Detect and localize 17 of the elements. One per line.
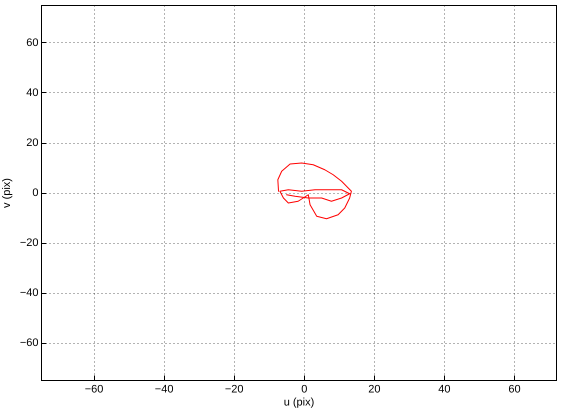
- x-tick-label: −60: [84, 384, 104, 396]
- x-tick-label: 60: [508, 384, 521, 396]
- y-axis-title: v (pix): [0, 178, 13, 208]
- x-tick-label: −40: [154, 384, 174, 396]
- line-series: [277, 162, 352, 220]
- x-axis-title: u (pix): [284, 396, 314, 408]
- y-tick-label: −60: [20, 337, 38, 349]
- y-tick-label: 60: [26, 37, 38, 49]
- x-tick-label: 0: [301, 384, 308, 396]
- x-tick-label: 20: [368, 384, 380, 396]
- x-tick-label: −20: [224, 384, 244, 396]
- y-tick-label: −20: [20, 237, 38, 249]
- y-tick-label: 20: [26, 137, 38, 149]
- x-tick-label: 40: [438, 384, 451, 396]
- y-tick-label: 0: [32, 187, 38, 199]
- y-tick-label: −40: [20, 287, 38, 299]
- y-tick-label: 40: [26, 87, 38, 99]
